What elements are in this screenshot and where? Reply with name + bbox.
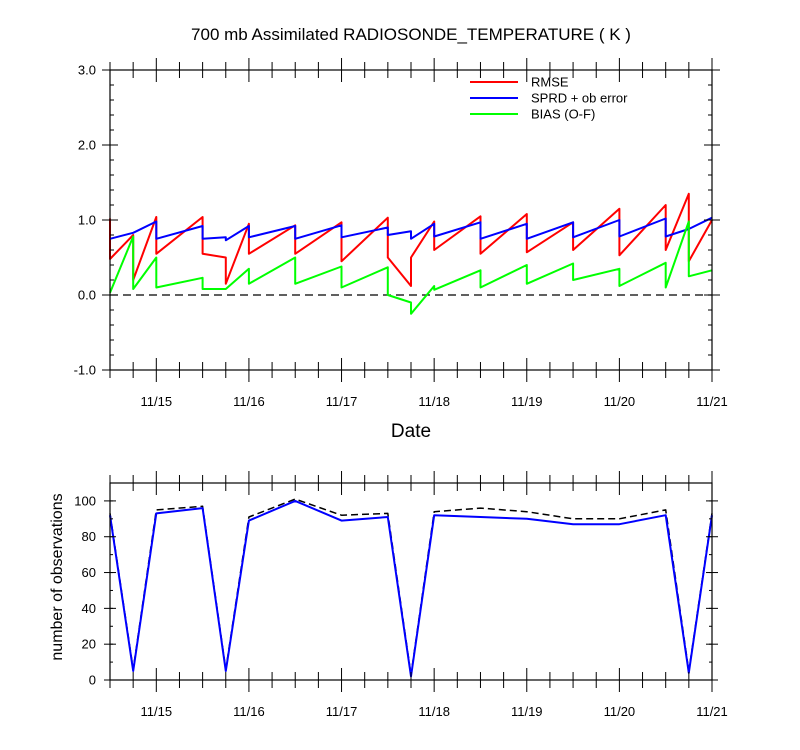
- plot-frame: [109, 482, 713, 681]
- y-tick-label: 100: [74, 493, 96, 508]
- x-tick-label: 11/21: [696, 394, 728, 409]
- x-tick-label: 11/16: [233, 704, 265, 719]
- y-tick-label: 80: [82, 529, 96, 544]
- y-axis-label-observations: number of observations: [49, 493, 66, 660]
- y-tick-label: 2.0: [78, 138, 96, 153]
- series-line-bias-o-f: [109, 220, 713, 315]
- y-tick-label: 0.0: [78, 288, 96, 303]
- x-tick-label: 11/15: [141, 394, 173, 409]
- x-tick-label: 11/19: [511, 704, 543, 719]
- x-tick-label: 11/18: [418, 704, 450, 719]
- series-line-rmse: [109, 192, 713, 287]
- x-tick-label: 11/17: [326, 704, 358, 719]
- x-tick-label: 11/20: [604, 394, 636, 409]
- series-line-assimilated-observations: [109, 499, 713, 678]
- y-tick-label: 60: [82, 565, 96, 580]
- x-tick-label: 11/17: [326, 394, 358, 409]
- series-line-possible-observations: [109, 498, 713, 676]
- legend-label-1: RMSE: [531, 75, 569, 90]
- legend-label-2: SPRD + ob error: [531, 91, 628, 106]
- x-tick-label: 11/18: [418, 394, 450, 409]
- plot-panel-1: 3.0 2.0 1.0 0.0 -1.0 11/15 11/16 11/17 11/18 11/1…: [74, 58, 728, 409]
- chart-title: 700 mb Assimilated RADIOSONDE_TEMPERATUR…: [191, 25, 631, 44]
- y-tick-label: 0: [89, 673, 96, 688]
- x-tick-label: 11/16: [233, 394, 265, 409]
- series-line-sprd-ob-error: [109, 216, 713, 242]
- x-tick-label: 11/19: [511, 394, 543, 409]
- x-axis-label: Date: [391, 421, 431, 442]
- legend-label-3: BIAS (O-F): [531, 107, 595, 122]
- x-tick-label: 11/20: [604, 704, 636, 719]
- y-tick-label: -1.0: [74, 363, 96, 378]
- y-tick-label: 3.0: [78, 63, 96, 78]
- y-tick-label: 20: [82, 637, 96, 652]
- x-tick-label: 11/21: [696, 704, 728, 719]
- plot-panel-2: 100 80 60 40 20 0 11/15 11/16 11/17 11/18 11/19 11/…: [74, 471, 728, 719]
- x-tick-label: 11/15: [141, 704, 173, 719]
- y-tick-label: 40: [82, 601, 96, 616]
- y-tick-label: 1.0: [78, 213, 96, 228]
